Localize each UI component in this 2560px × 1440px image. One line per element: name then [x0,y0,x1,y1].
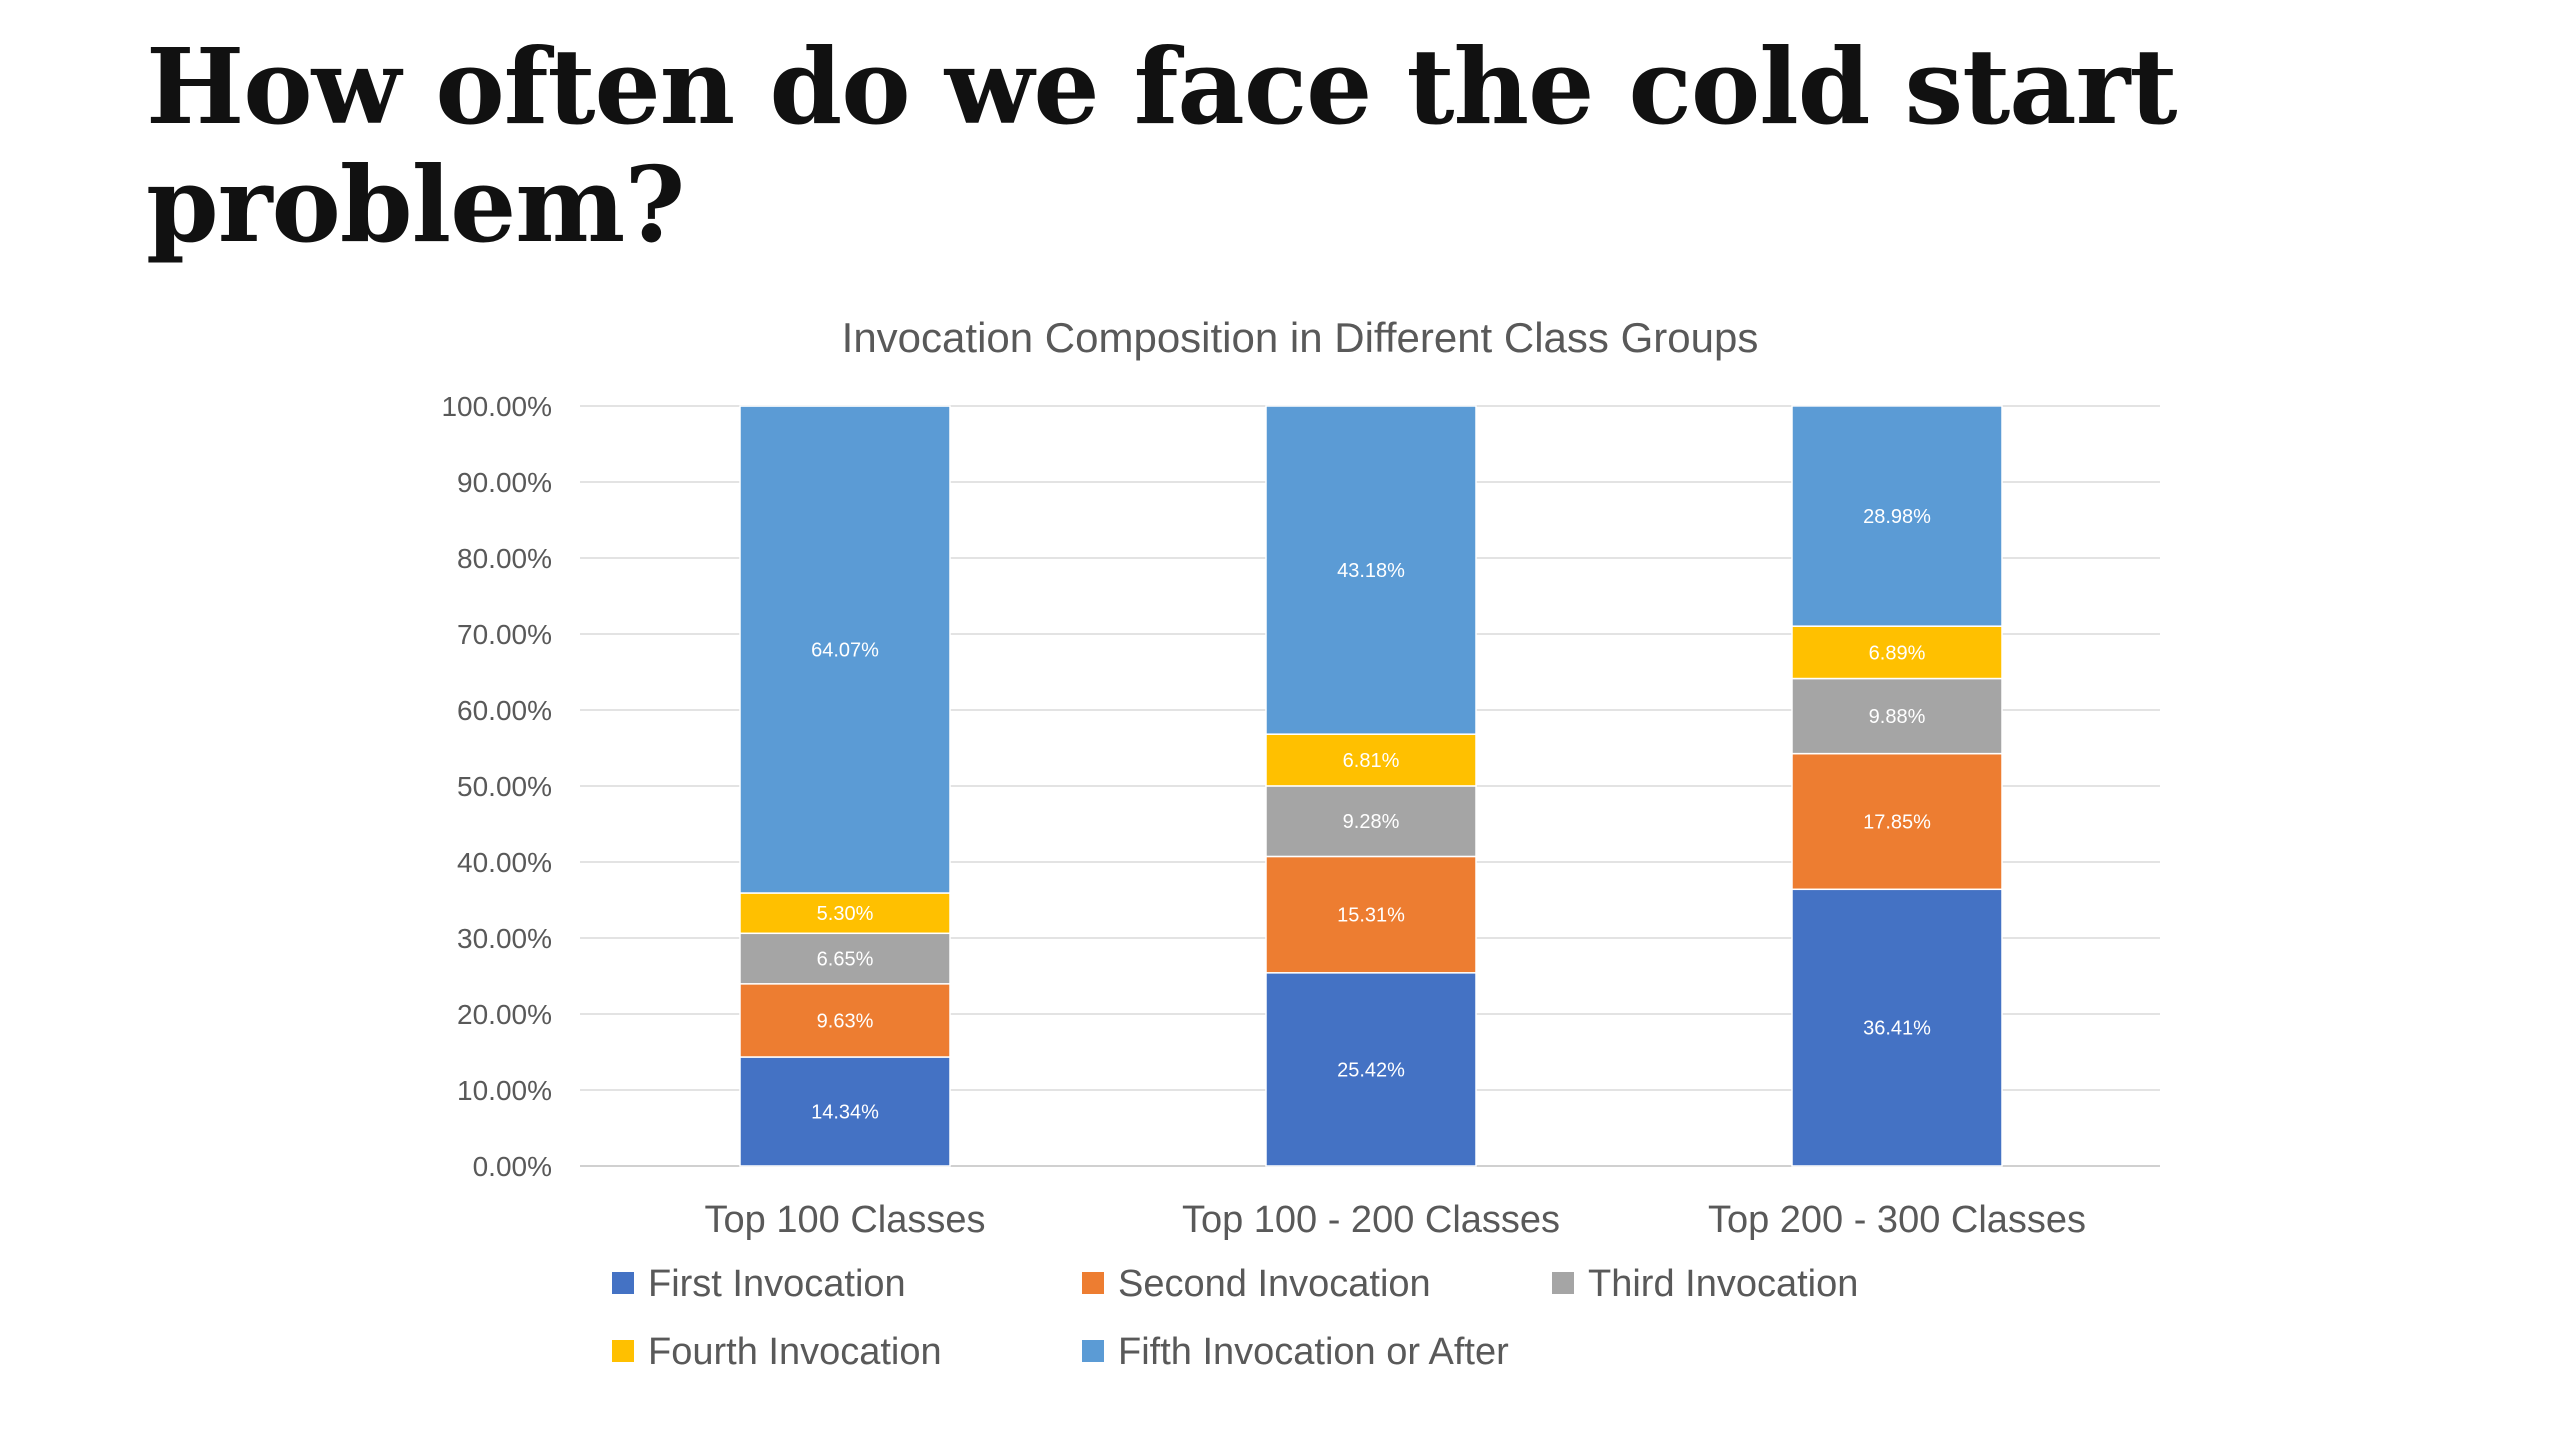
x-axis-categories: Top 100 Classes Top 100 - 200 Classes Top … [705,1199,2087,1241]
data-label: 9.63% [817,1010,874,1032]
legend-swatch [1082,1272,1104,1294]
y-tick-label: 100.00% [441,391,552,422]
x-category-label: Top 200 - 300 Classes [1708,1199,2086,1241]
data-label: 9.28% [1343,811,1400,833]
bar-segment [1265,405,1477,735]
legend-item: First Invocation [612,1263,906,1305]
data-label: 25.42% [1337,1059,1405,1081]
data-label: 6.89% [1869,642,1926,664]
bar-segment [1791,625,2003,680]
y-tick-label: 20.00% [457,999,552,1030]
bar-segment [1791,752,2003,891]
legend-swatch [612,1272,634,1294]
legend-item: Second Invocation [1082,1263,1431,1305]
data-label: 64.07% [811,640,879,662]
data-label: 43.18% [1337,560,1405,582]
legend-item: Fourth Invocation [612,1331,942,1373]
data-label: 15.31% [1337,905,1405,927]
bar-segment [1791,405,2003,627]
bar-segment [1791,677,2003,755]
slide-title: How often do we face the cold start prob… [146,25,2177,266]
y-tick-label: 10.00% [457,1075,552,1106]
data-label: 36.41% [1863,1018,1931,1040]
data-label: 6.81% [1343,750,1400,772]
bar-segment [1265,972,1477,1167]
bar-segment [739,892,951,935]
bar-segment [739,1056,951,1167]
data-label: 6.65% [817,949,874,971]
data-label: 28.98% [1863,506,1931,528]
x-category-label: Top 100 Classes [705,1199,986,1241]
y-tick-label: 40.00% [457,847,552,878]
bar-segment [739,405,951,894]
bar-segment [739,983,951,1058]
y-tick-label: 90.00% [457,467,552,498]
legend: First Invocation Second Invocation Third I… [612,1263,1858,1373]
legend-label: First Invocation [648,1263,906,1305]
bar-segment [1265,785,1477,858]
data-label: 14.34% [811,1102,879,1124]
legend-swatch [1552,1272,1574,1294]
y-tick-label: 70.00% [457,619,552,650]
data-label: 5.30% [817,903,874,925]
y-tick-label: 60.00% [457,695,552,726]
y-tick-label: 80.00% [457,543,552,574]
data-labels: 14.34% 9.63% 6.65% 5.30% 64.07% 25.42% 15.31% 9… [811,506,1931,1123]
legend-label: Fifth Invocation or After [1118,1331,1509,1373]
bars [739,405,2003,1167]
data-label: 9.88% [1869,706,1926,728]
bar-segment [1791,888,2003,1167]
chart-title: Invocation Composition in Different Clas… [842,314,1759,361]
legend-label: Second Invocation [1118,1263,1431,1305]
legend-label: Fourth Invocation [648,1331,942,1373]
legend-item: Fifth Invocation or After [1082,1331,1509,1373]
y-tick-label: 30.00% [457,923,552,954]
legend-swatch [1082,1340,1104,1362]
bar-segment [1265,733,1477,787]
legend-item: Third Invocation [1552,1263,1858,1305]
y-tick-label: 0.00% [473,1151,552,1182]
legend-label: Third Invocation [1588,1263,1858,1305]
legend-swatch [612,1340,634,1362]
data-label: 17.85% [1863,811,1931,833]
x-category-label: Top 100 - 200 Classes [1182,1199,1560,1241]
y-tick-label: 50.00% [457,771,552,802]
y-axis-ticks: 0.00% 10.00% 20.00% 30.00% 40.00% 50.00% 60.00… [441,391,552,1182]
bar-segment [739,932,951,985]
